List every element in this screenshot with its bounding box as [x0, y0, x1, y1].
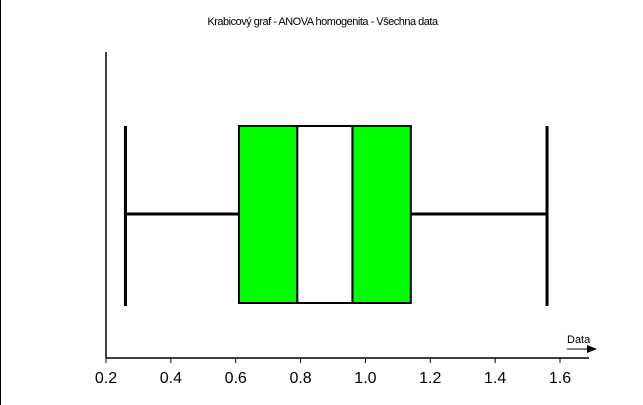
box-upper-segment [351, 125, 412, 304]
x-tick-label: 1.0 [354, 370, 376, 387]
x-axis-arrow-icon [587, 345, 597, 353]
x-tick-label: 1.2 [419, 370, 441, 387]
x-tick-label: 0.8 [289, 370, 311, 387]
box-lower-segment [237, 125, 299, 304]
x-tick-label: 0.6 [225, 370, 247, 387]
x-tick-label: 1.6 [549, 370, 571, 387]
x-tick-label: 0.2 [95, 370, 117, 387]
x-axis-ticks: 0.2 0.4 0.6 0.8 1.0 1.2 1.4 1.6 [95, 358, 571, 387]
x-tick-label: 1.4 [484, 370, 506, 387]
chart-title: Krabicový graf - ANOVA homogenita - Všec… [207, 16, 438, 28]
x-axis-label: Data [567, 334, 591, 346]
x-tick-label: 0.4 [160, 370, 182, 387]
box-notch-segment [296, 125, 354, 304]
